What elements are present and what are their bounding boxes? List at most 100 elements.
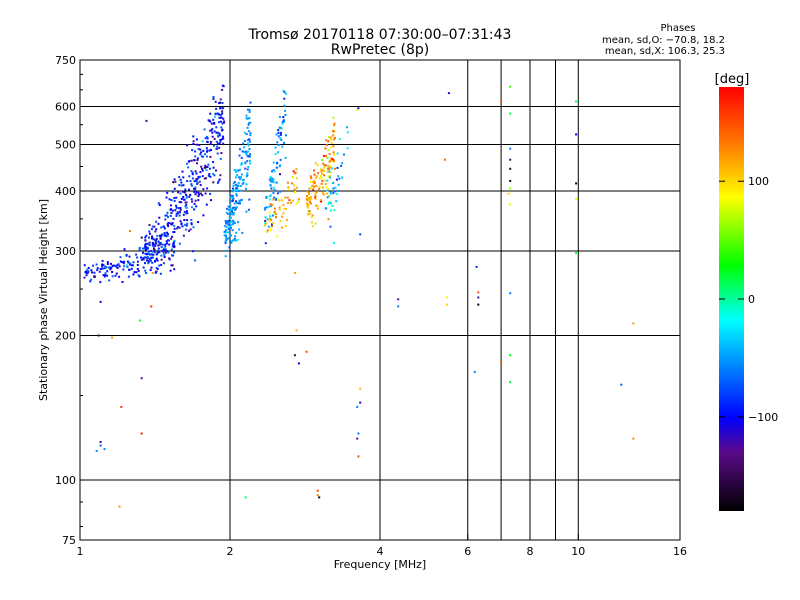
cluster-point <box>167 225 170 228</box>
cluster-point <box>196 157 199 160</box>
cluster-point <box>226 207 229 210</box>
cluster-point <box>218 133 221 136</box>
cluster-point <box>125 253 128 256</box>
cluster-point <box>264 216 267 219</box>
cluster-point <box>240 176 242 179</box>
cluster-point <box>148 257 151 260</box>
cluster-point <box>202 214 205 217</box>
cluster-point <box>210 148 212 151</box>
cluster-point <box>216 131 219 134</box>
cluster-point <box>291 176 294 179</box>
cluster-point <box>245 117 248 120</box>
cluster-point <box>274 146 277 149</box>
cluster-point <box>162 262 165 265</box>
cluster-point <box>184 223 187 226</box>
cluster-point <box>175 214 178 217</box>
cluster-point <box>247 208 250 211</box>
cluster-point <box>164 234 167 237</box>
y-axis-label: Stationary phase Virtual Height [km] <box>37 199 50 401</box>
cluster-point <box>185 194 188 197</box>
cluster-point <box>180 181 183 184</box>
cluster-point <box>241 231 244 234</box>
cluster-point <box>145 253 148 256</box>
cluster-point <box>328 166 331 169</box>
cluster-point <box>326 196 329 199</box>
cluster-point <box>212 181 215 184</box>
cluster-point <box>174 180 177 183</box>
y-tick-label: 300 <box>55 245 76 258</box>
cluster-point <box>102 263 105 266</box>
cluster-point <box>331 204 334 207</box>
cluster-point <box>228 209 231 212</box>
cluster-point <box>185 228 188 231</box>
cluster-point <box>197 195 200 197</box>
cluster-point <box>308 191 311 194</box>
cluster-point <box>277 129 280 132</box>
cluster-point <box>281 215 283 218</box>
cluster-point <box>327 202 330 205</box>
cluster-point <box>199 153 202 156</box>
cluster-point <box>123 260 126 263</box>
cluster-point <box>235 231 238 234</box>
cluster-point <box>281 226 283 229</box>
cluster-point <box>321 169 324 172</box>
cluster-point <box>283 91 286 94</box>
cluster-point <box>180 184 183 187</box>
x-tick-label: 2 <box>227 545 234 558</box>
cluster-point <box>101 267 104 270</box>
cluster-point <box>323 166 326 169</box>
cluster-point <box>145 259 148 262</box>
cluster-point <box>126 264 129 267</box>
cluster-point <box>148 241 151 244</box>
cluster-point <box>142 251 144 254</box>
cluster-point <box>233 208 236 211</box>
cluster-point <box>148 230 151 233</box>
cluster-point <box>308 187 311 190</box>
cluster-point <box>320 176 323 179</box>
cluster-point <box>231 209 233 212</box>
cluster-point <box>221 107 224 110</box>
cluster-point <box>149 259 152 262</box>
cluster-point <box>122 262 125 265</box>
cluster-point <box>330 171 333 174</box>
cluster-point <box>225 231 227 234</box>
scatter-point <box>477 303 480 306</box>
cluster-point <box>276 192 279 195</box>
scatter-point <box>111 336 114 339</box>
cluster-point <box>155 242 157 245</box>
data-points-layer <box>83 84 635 508</box>
cluster-point <box>318 188 321 190</box>
cluster-point <box>221 110 224 113</box>
cluster-point <box>168 243 171 246</box>
cluster-point <box>167 222 170 224</box>
scatter-point <box>509 167 512 170</box>
cluster-point <box>145 248 147 251</box>
cluster-point <box>178 242 181 245</box>
cluster-point <box>132 261 135 264</box>
cluster-point <box>311 184 314 187</box>
cluster-point <box>190 159 193 162</box>
scatter-point <box>509 85 512 88</box>
cluster-point <box>216 142 219 145</box>
cluster-point <box>135 253 138 256</box>
scatter-point <box>145 119 148 122</box>
cluster-point <box>247 123 250 126</box>
scatter-point <box>359 387 362 390</box>
cluster-point <box>283 141 285 144</box>
cluster-point <box>158 264 161 267</box>
cluster-point <box>318 177 321 180</box>
cluster-point <box>305 195 308 197</box>
cluster-point <box>310 186 313 189</box>
cluster-point <box>295 168 298 170</box>
cluster-point <box>225 211 228 214</box>
cluster-point <box>209 155 212 158</box>
cluster-point <box>159 241 162 244</box>
scatter-point <box>118 505 121 508</box>
cluster-point <box>236 169 238 172</box>
cluster-point <box>306 197 309 199</box>
cluster-point <box>155 267 158 269</box>
scatter-point <box>99 444 102 447</box>
cluster-point <box>110 262 112 265</box>
cluster-point <box>329 176 331 179</box>
scatter-point <box>359 401 362 404</box>
